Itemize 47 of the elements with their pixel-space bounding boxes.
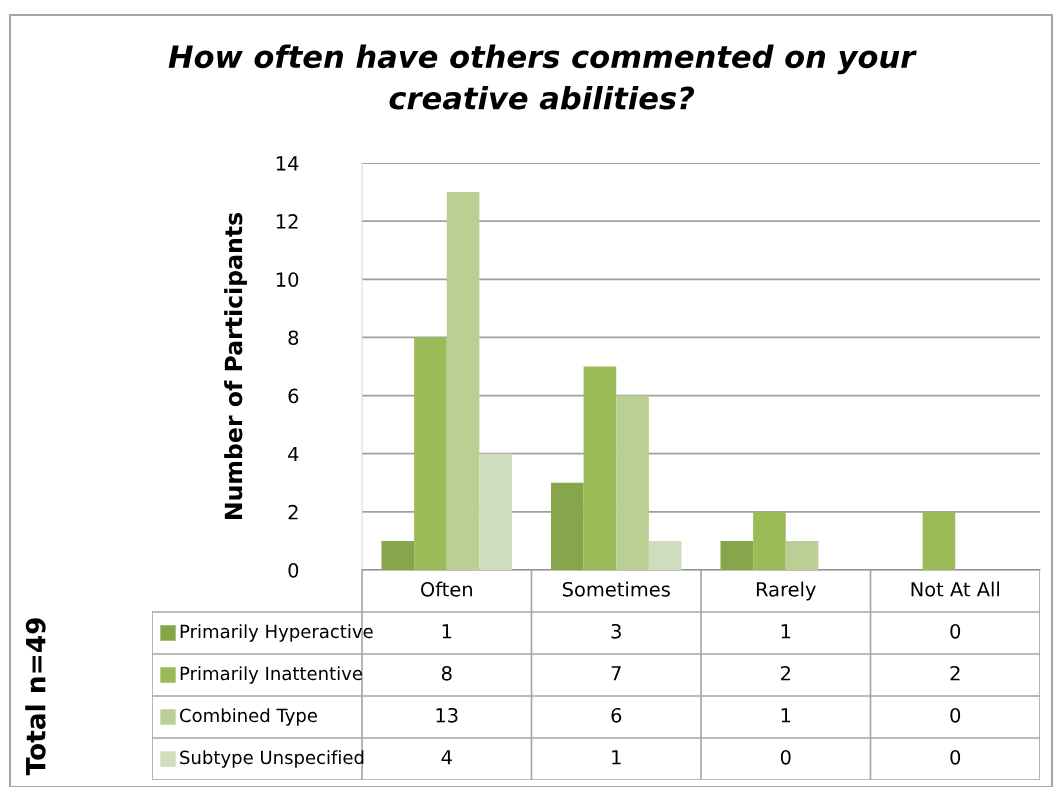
data-label: 1 [781, 624, 791, 639]
y-tick-label: 8 [288, 330, 299, 346]
data-label: 2 [950, 665, 960, 681]
bar [414, 337, 447, 570]
legend-label: Primarily Inattentive [180, 666, 363, 684]
data-label: 7 [611, 666, 621, 681]
chart-title: How often have others commented on your creative abilities? [168, 44, 917, 110]
data-label: 1 [781, 708, 791, 723]
data-label: 1 [442, 624, 452, 639]
y-tick-label: 0 [288, 562, 299, 578]
y-tick-label: 4 [288, 446, 299, 462]
data-label: 0 [950, 623, 961, 639]
data-label: 8 [441, 665, 452, 681]
x-tick-label: Not At All [911, 581, 999, 597]
bar [648, 540, 682, 570]
legend-label: Combined Type [180, 708, 317, 726]
data-label: 2 [780, 665, 790, 681]
bar [922, 511, 956, 570]
data-label: 0 [950, 707, 961, 723]
bar [479, 453, 513, 570]
data-label: 0 [950, 749, 961, 765]
bar [583, 366, 617, 570]
bar [550, 482, 584, 570]
bar [785, 540, 819, 570]
y-tick-label: 12 [276, 214, 298, 229]
bar [720, 540, 754, 570]
data-label: 3 [611, 623, 621, 639]
x-tick-label: Sometimes [562, 581, 670, 597]
x-tick-label: Rarely [756, 581, 816, 601]
legend-label: Primarily Hyperactive [180, 624, 373, 642]
legend-label: Subtype Unspecified [180, 750, 364, 768]
data-label: 4 [441, 750, 452, 765]
bar [446, 192, 480, 570]
y-tick-label: 14 [276, 156, 299, 171]
bar [381, 540, 415, 570]
data-label: 13 [436, 707, 458, 723]
bar [616, 395, 649, 570]
data-label: 1 [612, 750, 621, 765]
y-tick-label: 6 [288, 388, 299, 404]
y-tick-label: 10 [276, 272, 299, 287]
data-label: 6 [611, 707, 622, 723]
text: Total n=49 [25, 618, 46, 776]
bar [753, 511, 786, 570]
y-tick-label: 2 [288, 504, 298, 520]
x-tick-label: Often [420, 581, 472, 597]
y-axis-title: Number of Participants [224, 212, 247, 520]
data-label: 0 [780, 749, 791, 765]
